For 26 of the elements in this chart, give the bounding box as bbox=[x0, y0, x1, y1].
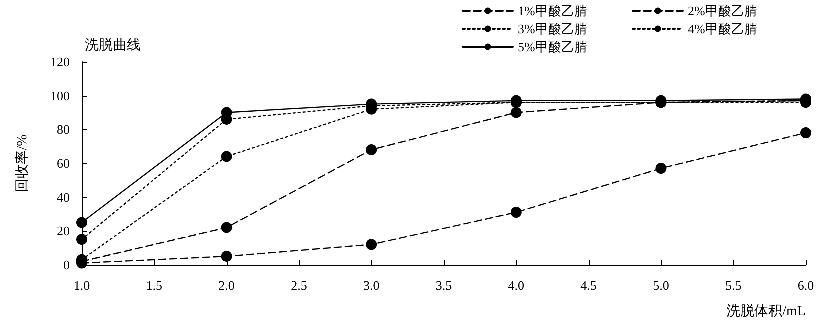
x-tick-label: 3.0 bbox=[363, 278, 380, 293]
legend-label: 1%甲酸乙腈 bbox=[518, 4, 588, 18]
x-tick-label: 3.5 bbox=[436, 278, 452, 293]
x-tick-label: 5.5 bbox=[725, 278, 742, 293]
y-tick-label: 80 bbox=[57, 122, 70, 138]
x-tick-label: 5.0 bbox=[653, 278, 670, 293]
legend-label: 5%甲酸乙腈 bbox=[518, 40, 588, 54]
legend-label: 3%甲酸乙腈 bbox=[518, 22, 588, 36]
x-tick-label: 2.5 bbox=[291, 278, 308, 293]
y-tick-label: 40 bbox=[57, 190, 70, 205]
y-tick-label: 0 bbox=[64, 258, 70, 272]
x-tick-label: 2.0 bbox=[218, 278, 235, 293]
y-tick-label: 20 bbox=[57, 224, 70, 239]
y-tick-label: 120 bbox=[50, 54, 70, 70]
x-tick-label: 1.5 bbox=[146, 278, 163, 293]
legend-label: 2%甲酸乙腈 bbox=[688, 4, 758, 18]
y-axis-title: 回收率/% bbox=[14, 134, 30, 192]
x-tick-label: 1.0 bbox=[74, 278, 90, 293]
x-tick-label: 4.5 bbox=[580, 278, 597, 293]
x-axis-title: 洗脱体积/mL bbox=[726, 304, 806, 320]
y-tick-label: 100 bbox=[50, 88, 70, 104]
legend-label: 4%甲酸乙腈 bbox=[688, 22, 758, 36]
chart-title: 洗脱曲线 bbox=[85, 38, 141, 54]
y-tick-label: 60 bbox=[57, 156, 70, 171]
x-tick-label: 4.0 bbox=[508, 278, 525, 293]
x-tick-label: 6.0 bbox=[798, 278, 814, 293]
